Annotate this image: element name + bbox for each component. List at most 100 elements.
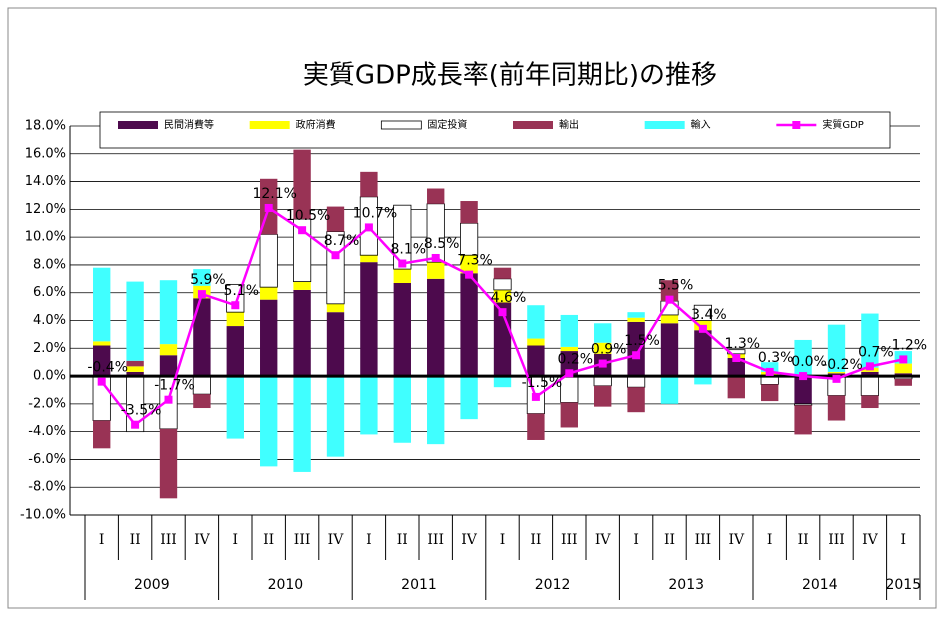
x-tick-label: IV [862, 532, 879, 548]
x-tick-label: IV [595, 532, 612, 548]
bar-segment [861, 313, 879, 368]
bar-segment [694, 330, 712, 377]
x-tick-label: III [294, 532, 311, 548]
data-label: 5.5% [658, 278, 694, 294]
legend-box [99, 111, 891, 149]
bar-segment [226, 312, 244, 327]
bar-segment [426, 203, 445, 263]
bar-segment [794, 403, 813, 406]
bar-segment [427, 376, 445, 445]
x-tick-label: II [130, 532, 141, 548]
data-label: 5.1% [224, 283, 260, 299]
bar-segment [460, 201, 478, 224]
line-marker [632, 351, 641, 360]
chart-title: 実質GDP成長率(前年同期比)の推移 [303, 61, 717, 91]
y-tick-label: -6.0% [28, 452, 66, 467]
legend-swatch [249, 121, 290, 129]
y-tick-label: -10.0% [20, 508, 66, 523]
bar-segment [527, 413, 545, 440]
x-tick-label: IV [328, 532, 345, 548]
year-label: 2014 [802, 577, 838, 593]
bar-segment [627, 375, 646, 388]
data-label: 0.2% [558, 351, 594, 367]
x-tick-label: III [828, 532, 845, 548]
data-label: 1.5% [624, 333, 660, 349]
line-marker [264, 203, 273, 212]
data-label: 8.1% [391, 242, 427, 258]
legend-swatch [118, 121, 158, 129]
bar-segment [259, 233, 278, 288]
line-marker [197, 290, 206, 299]
bar-segment [560, 314, 578, 347]
legend-label: 民間消費等 [164, 118, 214, 131]
bar-segment [260, 299, 278, 377]
x-tick-label: III [160, 532, 177, 548]
bar-segment [627, 312, 645, 318]
bar-segment [594, 323, 612, 343]
x-tick-label: I [901, 532, 907, 548]
y-tick-label: 18.0% [25, 119, 66, 134]
bar-segment [360, 171, 378, 197]
bar-segment [226, 326, 244, 377]
bar-segment [694, 376, 712, 385]
data-label: -1.5% [522, 375, 563, 391]
line-marker [164, 395, 173, 404]
bar-segment [293, 281, 311, 290]
x-tick-label: III [695, 532, 712, 548]
bar-segment [794, 376, 812, 404]
bar-segment [627, 321, 645, 377]
line-marker [498, 308, 507, 317]
bar-segment [560, 351, 578, 377]
line-marker [698, 324, 707, 333]
legend-swatch [792, 121, 801, 129]
bar-segment [393, 269, 411, 283]
line-marker [732, 354, 741, 363]
bar-segment [727, 358, 745, 377]
legend-label: 政府消費 [296, 118, 336, 131]
bar-segment [93, 267, 111, 342]
legend-swatch [644, 121, 685, 129]
data-label: -3.5% [121, 403, 162, 419]
bar-segment [193, 298, 211, 377]
x-tick-label: I [633, 532, 639, 548]
bar-segment [660, 376, 679, 404]
line-marker [832, 374, 841, 383]
x-tick-label: III [561, 532, 578, 548]
year-label: 2013 [668, 577, 704, 593]
legend-swatch [380, 120, 422, 130]
bar-segment [894, 363, 912, 374]
bar-segment [393, 376, 411, 443]
bar-segment [360, 376, 378, 435]
bar-segment [627, 387, 645, 413]
bar-segment [460, 273, 478, 377]
bar-segment [527, 345, 545, 377]
data-label: 8.5% [424, 236, 460, 252]
year-label: 2010 [268, 577, 304, 593]
bar-segment [560, 402, 578, 428]
bar-segment [260, 287, 278, 300]
y-tick-label: -2.0% [28, 396, 66, 411]
bar-segment [126, 281, 144, 361]
bar-segment [193, 269, 211, 286]
data-label: -0.2% [822, 357, 863, 373]
data-label: 0.7% [858, 344, 894, 360]
year-label: 2011 [401, 577, 437, 593]
bar-segment [293, 376, 311, 472]
x-tick-label: I [233, 532, 239, 548]
y-tick-label: 14.0% [25, 174, 66, 189]
bar-segment [527, 338, 545, 346]
bar-segment [93, 420, 111, 449]
x-tick-label: IV [728, 532, 745, 548]
y-tick-label: 16.0% [25, 146, 66, 161]
bar-segment [460, 222, 479, 256]
y-tick-label: 2.0% [33, 341, 66, 356]
bar-segment [192, 375, 211, 395]
bar-segment [660, 314, 679, 324]
data-label: 8.7% [324, 233, 360, 249]
bar-segment [326, 206, 345, 232]
year-label: 2012 [535, 577, 571, 593]
x-tick-label: I [500, 532, 506, 548]
bar-segment [159, 355, 178, 377]
